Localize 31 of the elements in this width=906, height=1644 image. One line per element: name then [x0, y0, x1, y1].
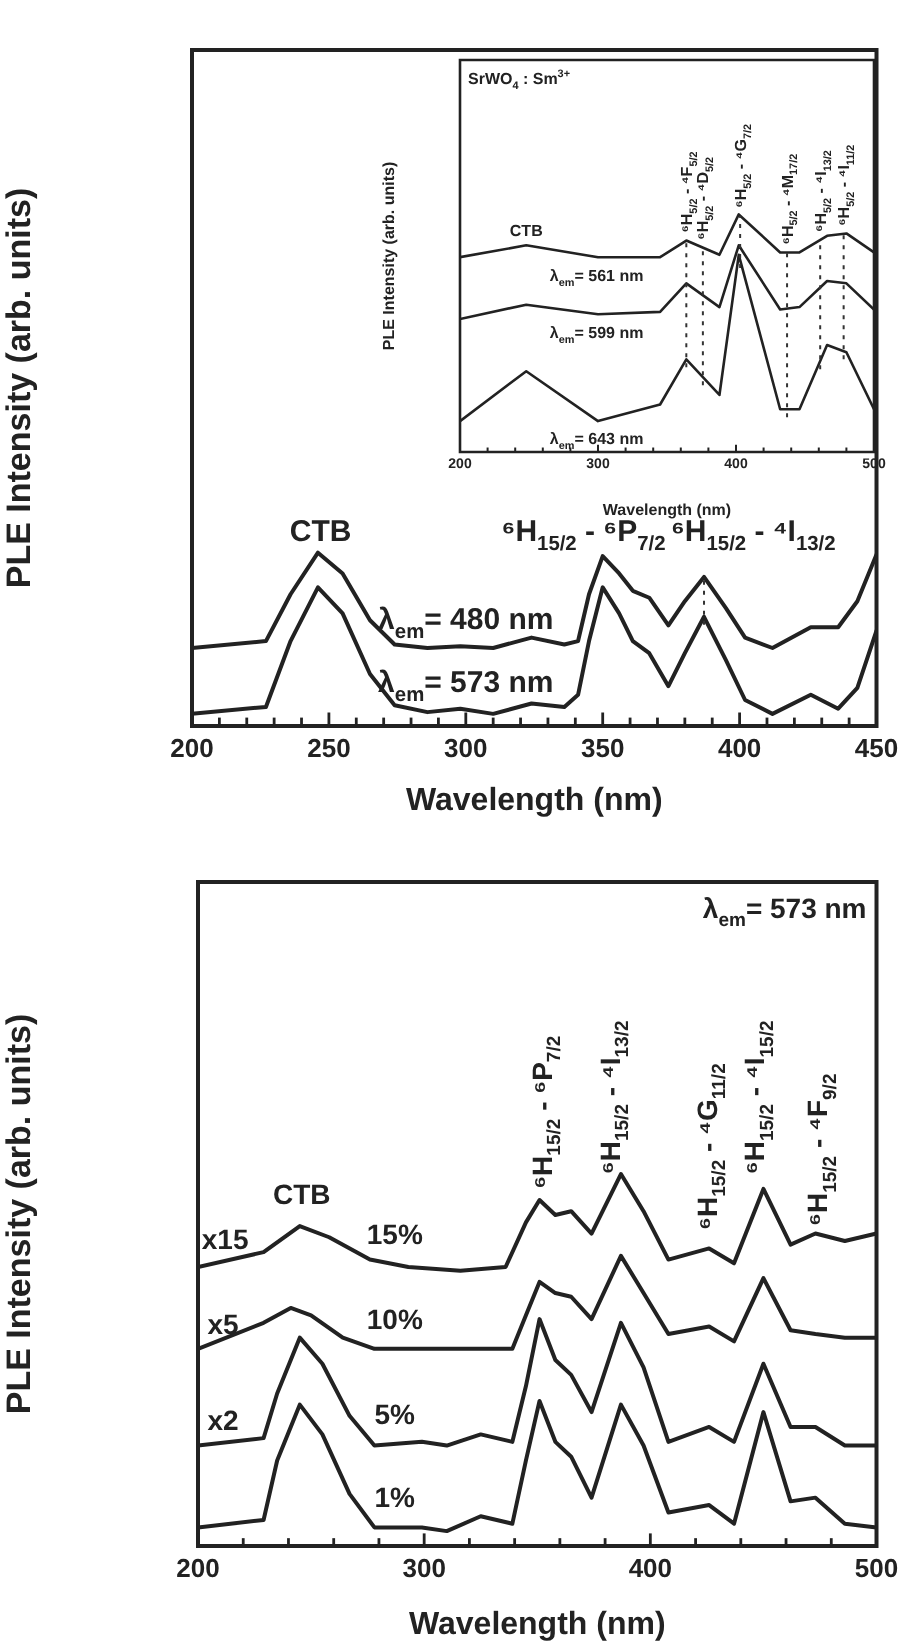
x-tick-label: 450 [854, 732, 899, 763]
x-tick-label: 200 [176, 1552, 220, 1583]
annotation: x5 [207, 1308, 240, 1341]
x-axis-title: Wavelength (nm) [408, 1607, 666, 1642]
x-tick-label: 350 [581, 732, 625, 763]
x-axis-title: Wavelength (nm) [602, 500, 732, 519]
series-label: 10% [366, 1302, 424, 1335]
x-tick-label: 500 [854, 1552, 899, 1583]
annotation: x2 [207, 1404, 240, 1437]
y-axis-title: PLE Intensity (arb. units) [380, 161, 399, 351]
x-tick-label: 400 [628, 1552, 673, 1583]
annotation: ⁶H15/2 - ⁶P7/2 [525, 1035, 567, 1189]
x-tick-label: 300 [444, 732, 488, 763]
series-label: 5% [374, 1397, 417, 1430]
series-label: 1% [374, 1481, 417, 1514]
series-label: 15% [366, 1218, 424, 1251]
x-tick-label: 250 [307, 732, 351, 763]
annotation: CTB [509, 222, 544, 241]
annotation: x15 [201, 1222, 249, 1255]
annotation: CTB [273, 1178, 331, 1211]
annotation: ⁶H15/2 - ⁴I15/2 [738, 1020, 779, 1175]
text: CTB [289, 514, 352, 549]
annotation: ⁶H15/2 - ⁴G11/2 [690, 1063, 732, 1230]
x-tick-label: 400 [717, 732, 762, 763]
x-tick-label: 300 [402, 1552, 446, 1583]
x-axis-title: Wavelength (nm) [405, 783, 663, 818]
annotation: ⁶H15/2 - ⁴F9/2 [801, 1073, 842, 1226]
x-tick-label: 200 [170, 732, 214, 763]
annotation: ⁶H15/2 - ⁴I13/2 [593, 1020, 635, 1175]
y-axis-title: PLE Intensity (arb. units) [0, 1013, 38, 1415]
y-axis-title: PLE Intensity (arb. units) [0, 187, 38, 589]
